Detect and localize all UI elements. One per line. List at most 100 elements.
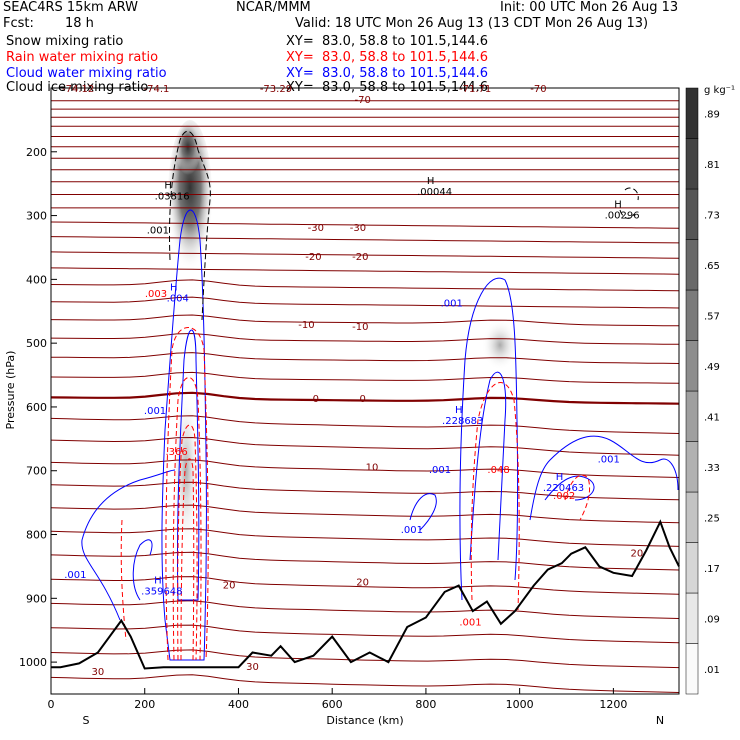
- contour-label: .002: [553, 491, 575, 502]
- temperature-label: -73.29: [260, 84, 292, 95]
- snow-contour-northeast: [619, 187, 639, 219]
- colorbar-swatch: [685, 239, 699, 291]
- colorbar-label: .41: [704, 412, 720, 423]
- cloud-water-outer: [81, 469, 176, 621]
- colorbar-label: .09: [704, 614, 720, 625]
- plot-frame: [50, 87, 680, 695]
- forecast-label: Fcst:: [3, 16, 34, 31]
- contour-label: .001: [459, 617, 481, 628]
- field-rain-xy: XY= 83.0, 58.8 to 101.5,144.6: [286, 50, 489, 65]
- maximum-value: .359648: [141, 586, 182, 597]
- colorbar-swatch: [685, 542, 699, 594]
- temperature-isotherm: [51, 600, 679, 619]
- snow-contours: [168, 130, 639, 321]
- rain-contour-d: [180, 458, 195, 661]
- terrain-line: [51, 519, 680, 670]
- y-tick-label: 500: [26, 337, 47, 350]
- maximum-value: .004: [167, 294, 189, 305]
- x-tick-label: 800: [415, 698, 436, 711]
- maximum-marker: H: [614, 200, 622, 211]
- maximum-value: .00296: [605, 211, 640, 222]
- maximum-value: .220463: [543, 483, 584, 494]
- field-cloudwater-name: Cloud water mixing ratio: [6, 66, 167, 81]
- colorbar-label: .25: [704, 513, 720, 524]
- colorbar-swatch: [685, 390, 699, 442]
- y-tick-label: 200: [26, 146, 47, 159]
- temperature-label: -70: [530, 84, 546, 95]
- temperature-isotherm: [51, 481, 679, 501]
- field-snow-xy: XY= 83.0, 58.8 to 101.5,144.6: [286, 34, 489, 49]
- rain-contour-f: [564, 474, 591, 521]
- temperature-label: 20: [630, 548, 643, 559]
- valid-time: Valid: 18 UTC Mon 26 Aug 13 (13 CDT Mon …: [295, 16, 649, 31]
- maximum-value: .03816: [155, 191, 190, 202]
- snow-shading-lower: [172, 390, 200, 550]
- temperature-label: -10: [352, 322, 368, 333]
- temperature-label: 0: [313, 394, 319, 405]
- annotations: -74.12 -74.1 -73.29 -70 -71.71 -70 -30 -30 -20 -2…: [62, 84, 643, 678]
- y-tick-label: 400: [26, 273, 47, 286]
- y-axis: 200 300 400 500 600 700 800 900 1000: [19, 146, 57, 669]
- contour-label: .001: [147, 226, 169, 237]
- colorbar-swatch: [685, 441, 699, 493]
- temperature-isotherm: [51, 279, 679, 292]
- colorbar-swatch: [685, 87, 699, 139]
- temperature-isotherm: [51, 415, 679, 434]
- colorbar-swatch: [685, 340, 699, 392]
- colorbar-label: .17: [704, 564, 720, 575]
- maximum-marker: H: [556, 472, 564, 483]
- init-time: Init: 00 UTC Mon 26 Aug 13: [500, 0, 679, 15]
- y-tick-label: 300: [26, 210, 47, 223]
- temperature-label: 0: [359, 394, 365, 405]
- contour-label: .001: [429, 465, 451, 476]
- maximum-marker: H: [427, 176, 435, 187]
- colorbar-label: .01: [704, 665, 720, 676]
- maximum-marker: H: [455, 405, 463, 416]
- y-tick-label: 600: [26, 401, 47, 414]
- contour-label: .001: [401, 525, 423, 536]
- colorbar-swatch: [685, 138, 699, 190]
- temperature-label: -10: [298, 320, 314, 331]
- cloud-water-contours: [81, 209, 679, 661]
- rain-contour-c: [177, 424, 198, 661]
- rain-water-contours: [120, 327, 591, 661]
- colorbar-label: .65: [704, 261, 720, 272]
- endpoint-south: S: [83, 714, 90, 727]
- temperature-label: 10: [366, 462, 379, 473]
- cloud-water-low: [409, 493, 437, 531]
- colorbar-swatch: [685, 592, 699, 644]
- temperature-isotherm: [51, 576, 679, 595]
- temperature-isotherm: [51, 459, 679, 478]
- maximum-marker: H: [154, 575, 162, 586]
- temperature-isotherm: [51, 624, 679, 644]
- temperature-isotherm: [51, 504, 679, 524]
- temperature-label: -20: [305, 252, 321, 263]
- field-cloudwater-xy: XY= 83.0, 58.8 to 101.5,144.6: [286, 66, 489, 81]
- colorbar-swatch: [685, 188, 699, 240]
- temperature-isotherm: [51, 267, 679, 275]
- contour-label: .001: [64, 570, 86, 581]
- field-rain-name: Rain water mixing ratio: [6, 50, 159, 65]
- colorbar-unit: g kg⁻¹: [704, 85, 735, 96]
- colorbar-label: .73: [704, 210, 720, 221]
- contour-label: .001: [598, 455, 620, 466]
- temperature-isotherm: [51, 332, 679, 345]
- temperature-label: -74.1: [144, 84, 170, 95]
- colorbar-label: .49: [704, 362, 720, 373]
- y-axis-label: Pressure (hPa): [4, 351, 17, 430]
- maximum-marker: H: [164, 180, 172, 191]
- y-tick-label: 700: [26, 465, 47, 478]
- x-tick-label: 0: [48, 698, 55, 711]
- temperature-isotherm: [51, 528, 679, 547]
- temperature-isotherm: [51, 674, 679, 693]
- temperature-isotherm: [51, 551, 679, 571]
- temperature-label: -71.71: [459, 84, 491, 95]
- temperature-label: 30: [91, 667, 104, 678]
- rain-contour-a: [165, 327, 209, 661]
- temperature-isotherm: [51, 221, 679, 229]
- temperature-contours: [51, 100, 679, 693]
- x-tick-label: 400: [228, 698, 249, 711]
- maximum-marker: H: [170, 283, 178, 294]
- temperature-isotherm: [51, 314, 679, 327]
